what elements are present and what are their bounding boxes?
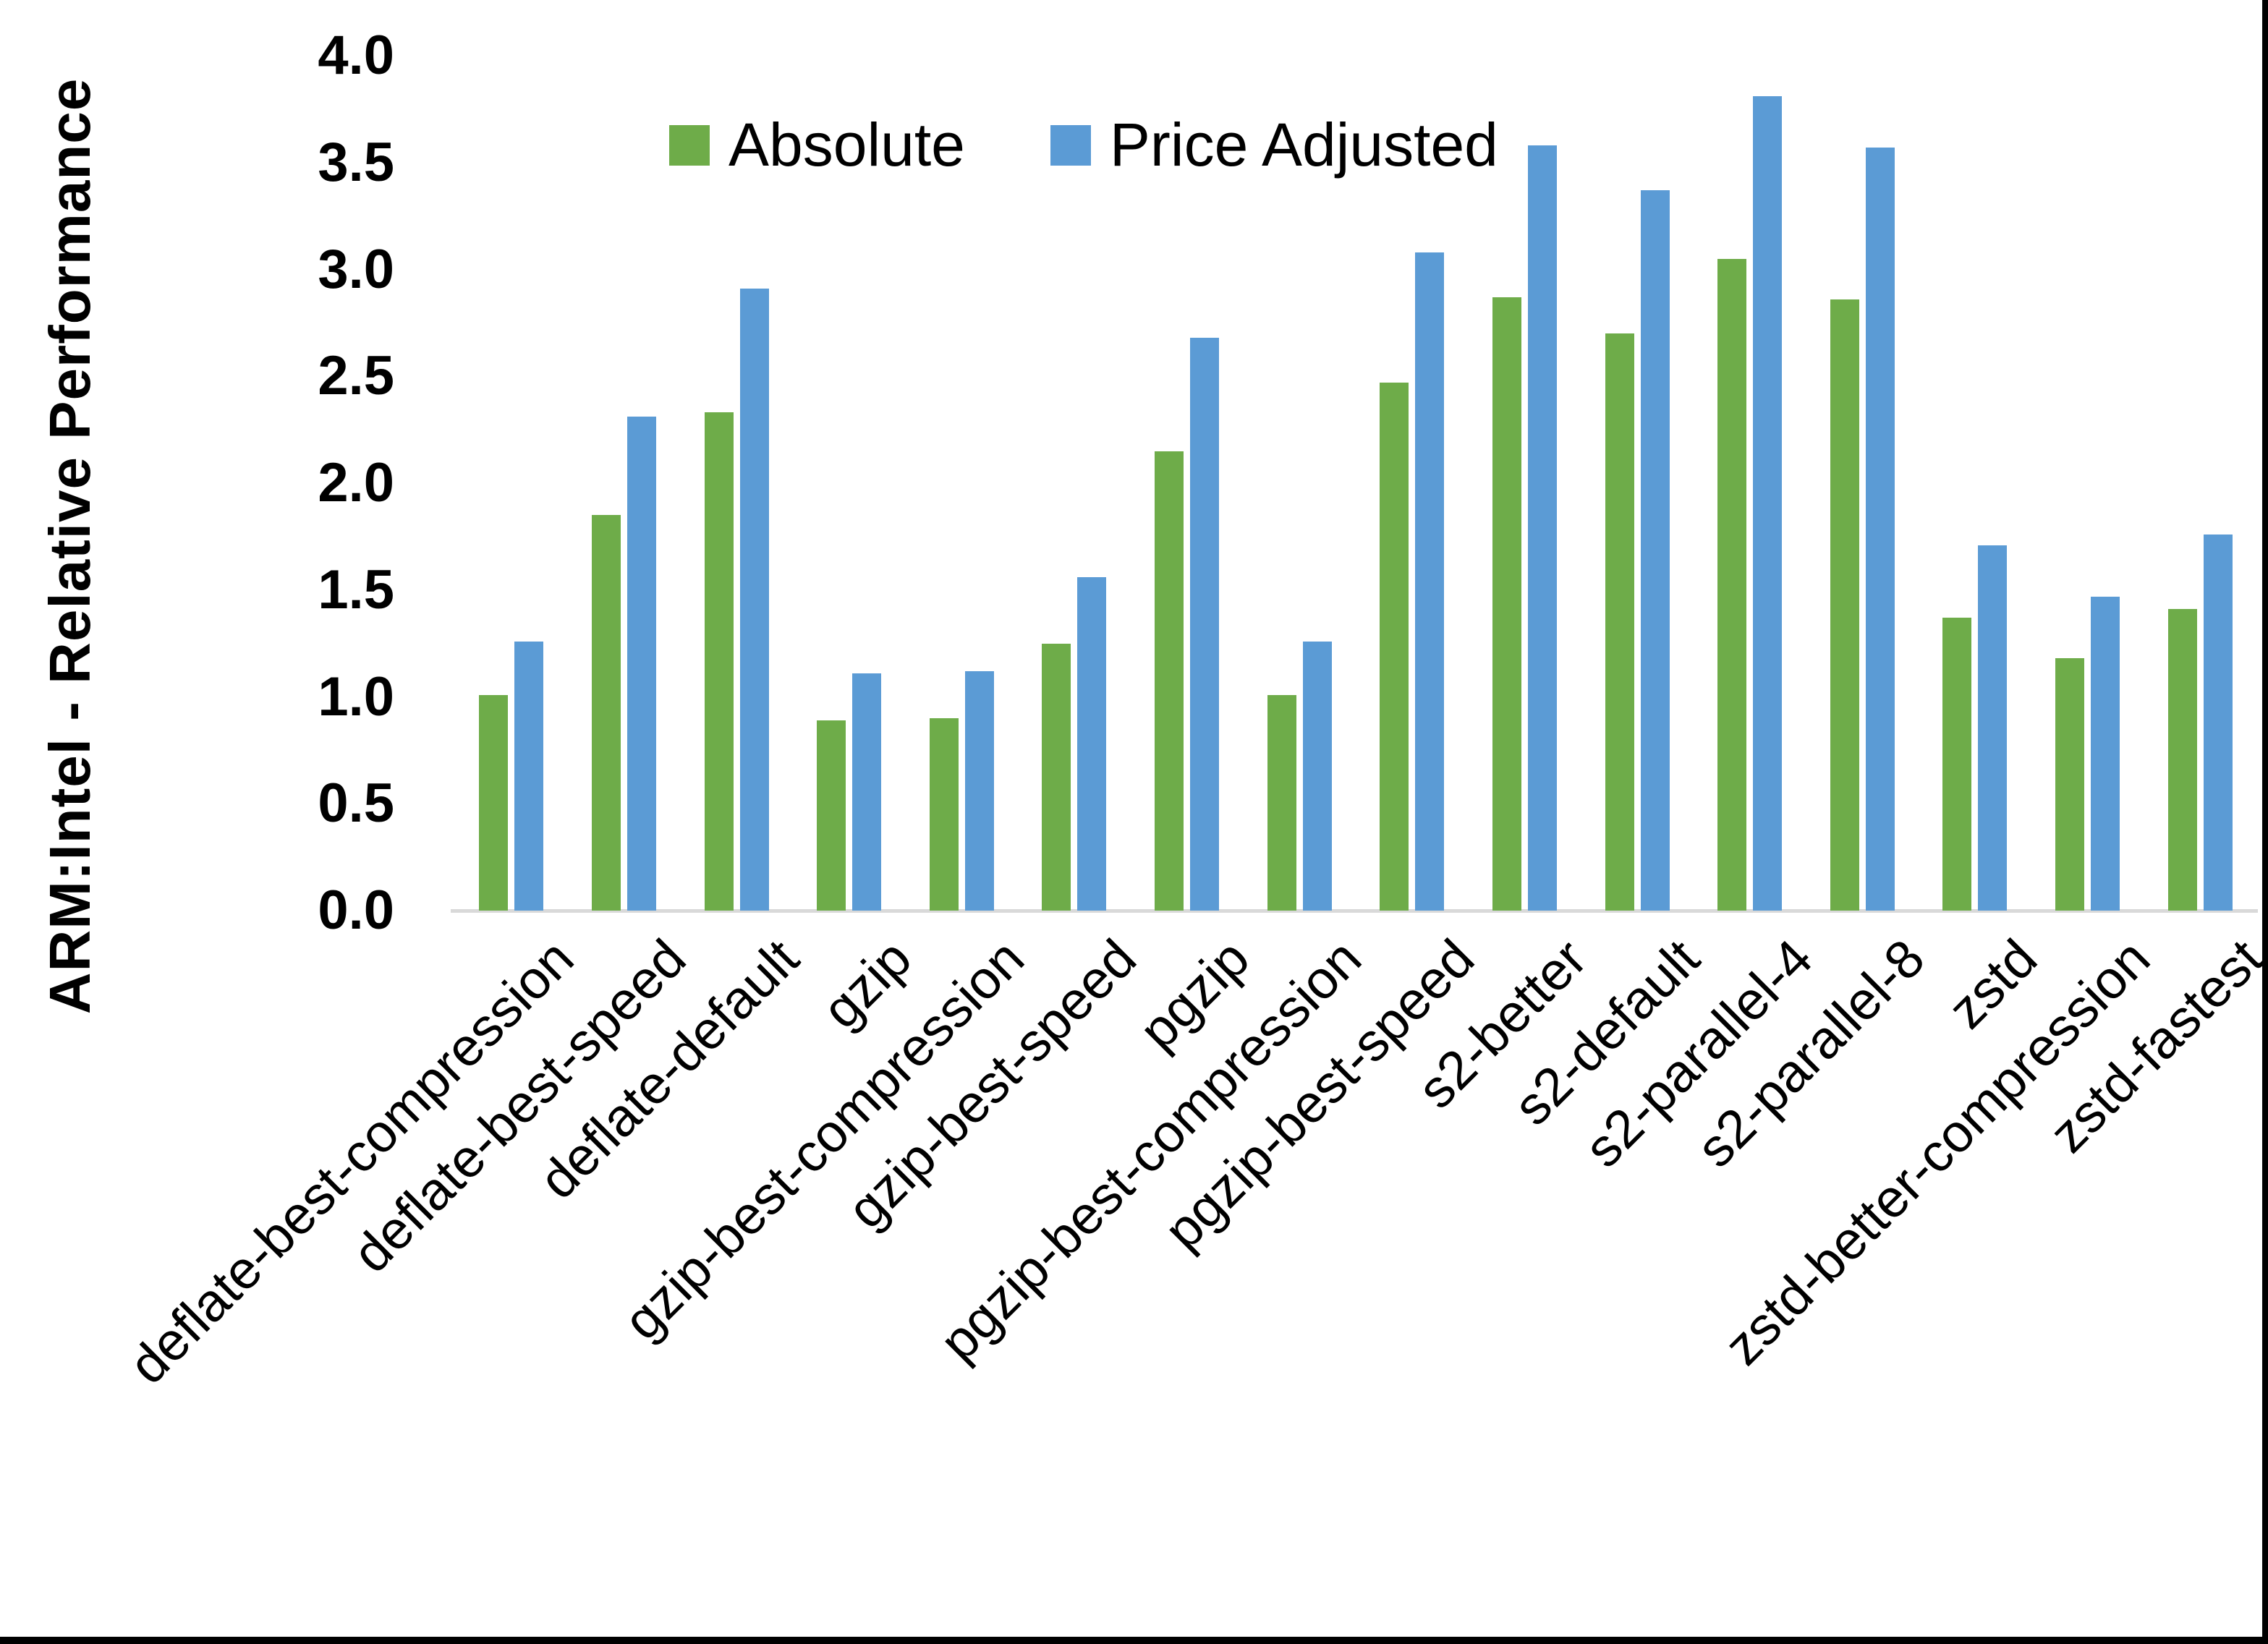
bar-price-adjusted-zstd	[1978, 545, 2007, 911]
bar-absolute-gzip-best-speed	[1042, 644, 1071, 911]
bar-absolute-s2-parallel-8	[1830, 299, 1859, 911]
bar-absolute-zstd-better-compression	[2055, 658, 2084, 911]
bar-price-adjusted-s2-parallel-4	[1753, 96, 1782, 911]
bar-price-adjusted-zstd-fastest	[2204, 534, 2233, 911]
bar-absolute-gzip	[817, 720, 846, 911]
bar-absolute-s2-default	[1605, 333, 1634, 911]
y-tick-label-4.0: 4.0	[318, 25, 394, 86]
legend-swatch-absolute	[669, 124, 710, 166]
bar-price-adjusted-deflate-best-compression	[514, 642, 543, 911]
screenshot-right-border	[2262, 0, 2268, 1644]
y-tick-label-2.0: 2.0	[318, 452, 394, 514]
x-axis-line	[451, 909, 2258, 913]
bar-price-adjusted-pgzip-best-compression	[1303, 642, 1332, 911]
y-tick-label-1.5: 1.5	[318, 559, 394, 621]
screenshot-bottom-border	[0, 1637, 2268, 1644]
bar-absolute-s2-better	[1492, 297, 1521, 911]
legend-label-absolute: Absolute	[729, 111, 965, 179]
bar-absolute-zstd	[1942, 618, 1971, 911]
bar-price-adjusted-s2-better	[1528, 145, 1557, 911]
bar-price-adjusted-gzip	[852, 673, 881, 911]
bar-absolute-pgzip	[1155, 451, 1184, 911]
bar-price-adjusted-gzip-best-compression	[965, 671, 994, 911]
y-tick-label-0.5: 0.5	[318, 772, 394, 834]
x-tick-label-deflate-best-compression: deflate-best-compression	[117, 927, 585, 1396]
bar-absolute-gzip-best-compression	[930, 718, 959, 911]
bar-absolute-pgzip-best-speed	[1380, 383, 1409, 911]
bar-absolute-deflate-best-compression	[479, 695, 508, 911]
legend-item-price-adjusted: Price Adjusted	[1050, 110, 1498, 180]
bar-absolute-deflate-default	[705, 412, 734, 911]
bar-absolute-s2-parallel-4	[1717, 259, 1746, 911]
legend-label-price-adjusted: Price Adjusted	[1109, 111, 1498, 179]
legend: Absolute Price Adjusted	[669, 110, 1498, 180]
legend-swatch-price-adjusted	[1050, 124, 1091, 166]
bar-price-adjusted-deflate-default	[740, 289, 769, 911]
y-tick-label-3.0: 3.0	[318, 239, 394, 300]
bar-absolute-zstd-fastest	[2168, 609, 2197, 911]
y-tick-label-2.5: 2.5	[318, 345, 394, 406]
bar-absolute-pgzip-best-compression	[1267, 695, 1296, 911]
bar-price-adjusted-zstd-better-compression	[2091, 597, 2120, 911]
legend-item-absolute: Absolute	[669, 110, 965, 180]
y-tick-label-1.0: 1.0	[318, 666, 394, 728]
bar-price-adjusted-deflate-best-speed	[627, 417, 656, 911]
y-tick-label-0.0: 0.0	[318, 880, 394, 941]
bar-price-adjusted-pgzip	[1190, 338, 1219, 911]
bar-price-adjusted-gzip-best-speed	[1077, 577, 1106, 911]
y-tick-label-3.5: 3.5	[318, 132, 394, 193]
bar-price-adjusted-s2-default	[1641, 190, 1670, 911]
bar-absolute-deflate-best-speed	[592, 515, 621, 911]
bar-price-adjusted-pgzip-best-speed	[1415, 252, 1444, 911]
bar-price-adjusted-s2-parallel-8	[1866, 148, 1895, 911]
